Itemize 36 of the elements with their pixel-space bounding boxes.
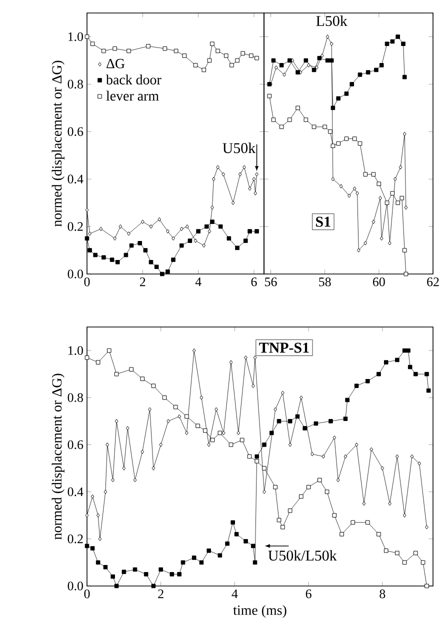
y-tick-label: 1.0 <box>68 346 83 355</box>
y-axis-title: normed (displacement or ΔG) <box>52 374 64 540</box>
x-tick-label: 2 <box>158 590 164 598</box>
y-tick-label: 0.2 <box>68 534 83 544</box>
x-tick-label: 6 <box>251 278 257 286</box>
legend-label: ΔG <box>106 58 125 68</box>
y-tick-label: 0.4 <box>68 487 84 496</box>
x-tick-label: 0 <box>84 590 90 598</box>
annotation: U50k <box>222 142 256 154</box>
legend-label: back door <box>106 74 162 84</box>
x-tick-label: 58 <box>319 278 331 286</box>
annotation: L50k <box>316 16 348 26</box>
annotation: U50k/L50k <box>268 550 337 561</box>
y-tick-label: 0.8 <box>68 80 83 89</box>
legend-label: lever arm <box>106 90 159 101</box>
x-tick-label: 56 <box>265 278 277 286</box>
y-tick-label: 0.0 <box>68 582 83 590</box>
y-tick-label: 0.0 <box>68 270 83 278</box>
annotation: TNP-S1 <box>259 342 309 353</box>
y-tick-label: 0.4 <box>68 174 84 184</box>
annotation: S1 <box>316 216 330 227</box>
y-tick-label: 0.2 <box>68 222 83 231</box>
y-tick-label: 0.6 <box>68 440 84 450</box>
x-tick-label: 60 <box>373 278 385 286</box>
y-tick-label: 0.6 <box>68 127 84 136</box>
x-tick-label: 6 <box>306 590 312 598</box>
x-tick-label: 0 <box>84 278 90 286</box>
x-tick-label: 4 <box>195 278 202 286</box>
x-tick-label: 2 <box>140 278 146 286</box>
y-axis-title: normed (displacement or ΔG) <box>52 60 64 226</box>
y-tick-label: 0.8 <box>68 393 83 402</box>
y-tick-label: 1.0 <box>68 32 83 42</box>
x-axis-title: time (ms) <box>233 605 286 618</box>
x-tick-label: 62 <box>427 278 439 286</box>
x-tick-label: 4 <box>232 590 238 598</box>
x-tick-label: 8 <box>380 590 386 598</box>
